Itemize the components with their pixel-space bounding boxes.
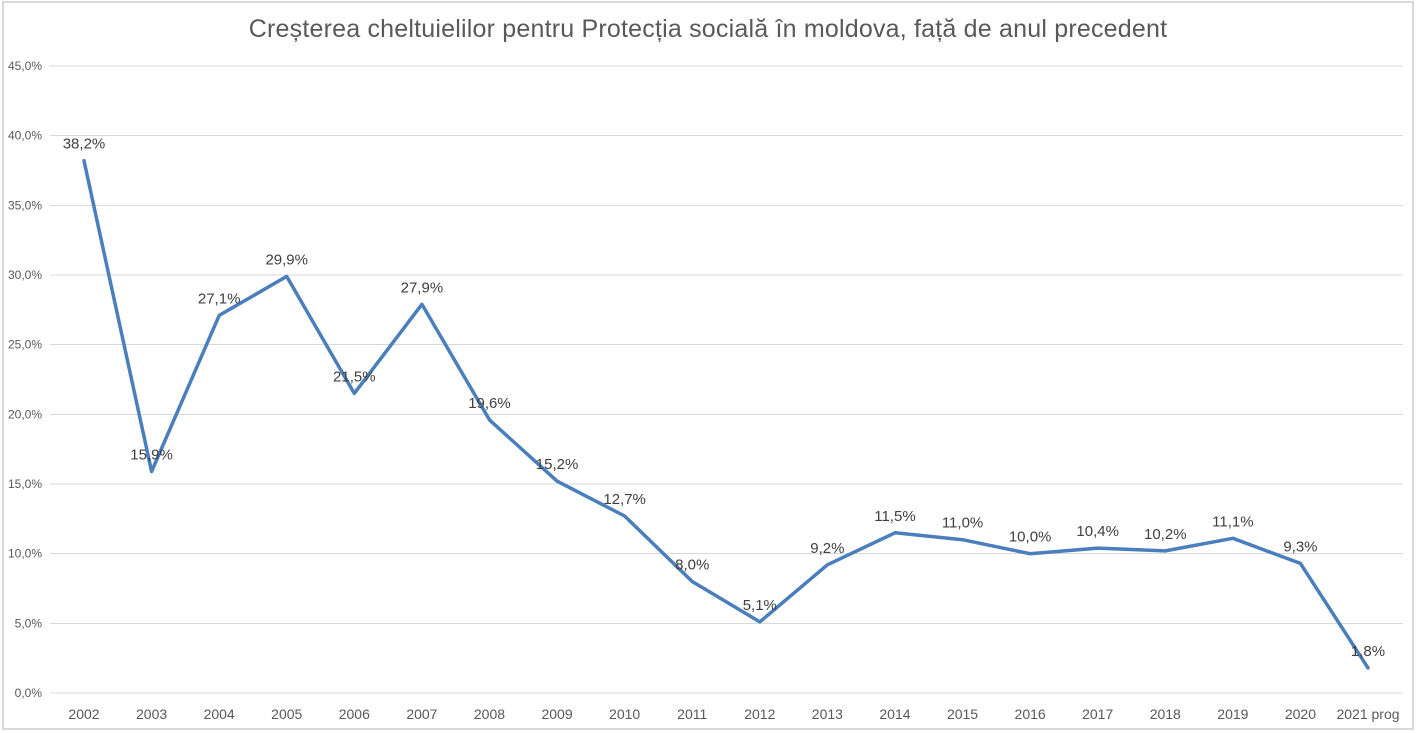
x-axis-tick-label: 2018 [1150, 706, 1181, 722]
x-axis-tick-label: 2017 [1082, 706, 1113, 722]
data-point-label: 15,9% [130, 446, 173, 463]
data-point-label: 10,0% [1009, 529, 1052, 546]
data-point-label: 5,1% [743, 597, 777, 614]
data-point-label: 38,2% [63, 136, 106, 153]
data-point-label: 8,0% [675, 557, 709, 574]
data-point-label: 27,9% [401, 279, 444, 296]
x-axis-tick-label: 2012 [744, 706, 775, 722]
data-point-label: 11,5% [874, 508, 915, 525]
x-axis-tick-label: 2019 [1217, 706, 1248, 722]
y-axis-tick-label: 40,0% [8, 129, 42, 143]
data-point-label: 11,1% [1212, 513, 1253, 530]
y-axis-tick-label: 0,0% [15, 686, 43, 700]
x-axis-tick-label: 2010 [609, 706, 640, 722]
y-axis-tick-label: 30,0% [8, 268, 42, 282]
x-axis-tick-label: 2021 prog [1336, 706, 1399, 722]
data-point-label: 15,2% [536, 456, 579, 473]
x-axis-tick-label: 2004 [204, 706, 235, 722]
y-axis-tick-label: 15,0% [8, 477, 42, 491]
y-axis-tick-label: 20,0% [8, 407, 42, 421]
x-axis-tick-label: 2009 [541, 706, 572, 722]
chart-title: Creșterea cheltuielilor pentru Protecția… [248, 15, 1168, 43]
x-axis-tick-label: 2007 [406, 706, 437, 722]
x-axis-tick-label: 2008 [474, 706, 505, 722]
x-axis-tick-label: 2011 [677, 706, 707, 722]
y-axis-tick-label: 5,0% [15, 616, 43, 630]
x-axis-tick-label: 2014 [879, 706, 910, 722]
data-point-label: 29,9% [265, 251, 308, 268]
data-point-label: 12,7% [603, 491, 646, 508]
y-axis-tick-label: 35,0% [8, 198, 42, 212]
x-axis-tick-label: 2006 [339, 706, 370, 722]
data-point-label: 9,2% [810, 540, 844, 557]
data-point-label: 27,1% [198, 290, 241, 307]
data-point-label: 11,0% [942, 515, 983, 532]
y-axis-tick-label: 45,0% [8, 59, 42, 73]
x-axis-tick-label: 2002 [68, 706, 99, 722]
data-point-label: 1,8% [1351, 643, 1385, 660]
data-point-label: 19,6% [468, 395, 511, 412]
x-axis-tick-label: 2015 [947, 706, 978, 722]
data-point-label: 10,2% [1144, 526, 1187, 543]
x-axis-tick-label: 2005 [271, 706, 302, 722]
x-axis-tick-label: 2003 [136, 706, 167, 722]
data-point-label: 10,4% [1076, 523, 1119, 540]
y-axis-tick-label: 25,0% [8, 338, 42, 352]
x-axis-tick-label: 2016 [1015, 706, 1046, 722]
y-axis-tick-label: 10,0% [8, 547, 42, 561]
x-axis-tick-label: 2013 [812, 706, 843, 722]
data-point-label: 21,5% [333, 368, 376, 385]
x-axis-tick-label: 2020 [1285, 706, 1316, 722]
data-point-label: 9,3% [1283, 538, 1317, 555]
data-series-line [82, 158, 1370, 670]
